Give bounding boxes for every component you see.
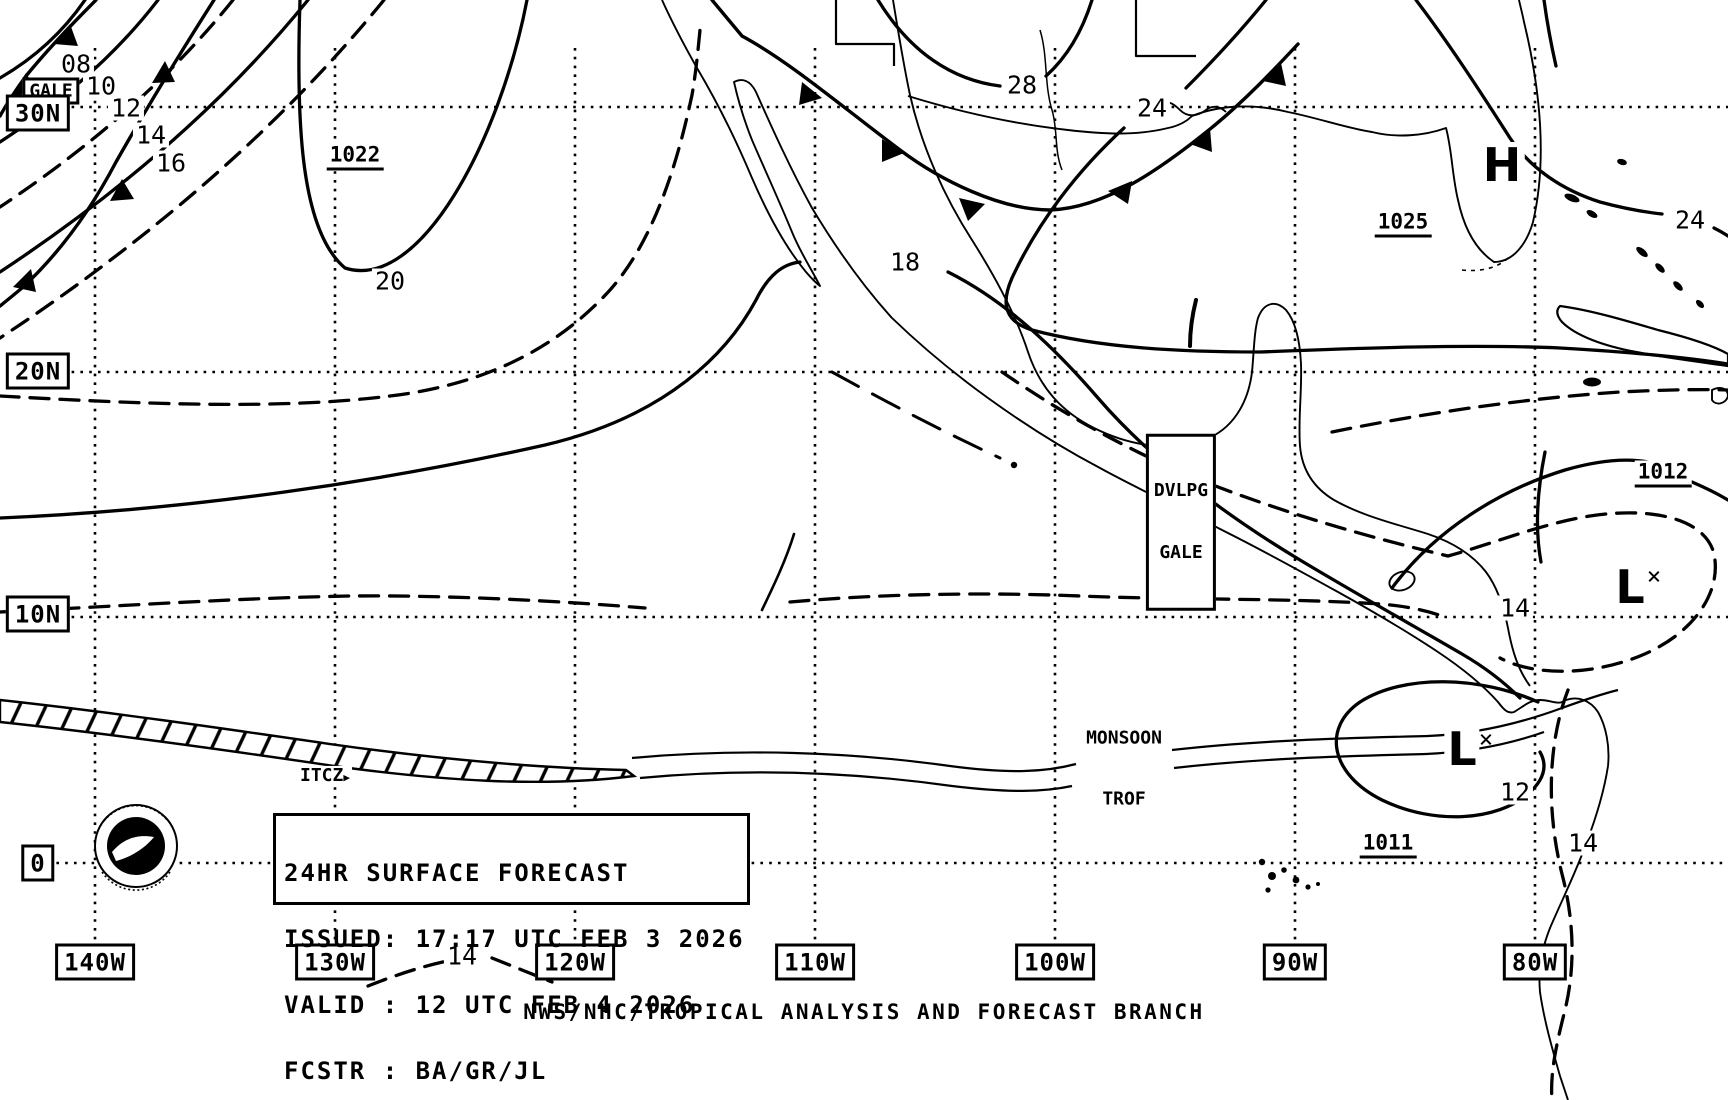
lon-label-130w: 130W — [295, 943, 375, 981]
lon-label-90w: 90W — [1262, 943, 1328, 981]
isobar-label-14-sam: 14 — [1564, 830, 1602, 856]
lon-label-140w: 140W — [55, 943, 135, 981]
dvlpg-gale-line1: DVLPG — [1153, 480, 1209, 502]
isobar-label-14-sw: 14 — [443, 943, 481, 969]
low-center-x-marker-caribbean: × — [1646, 562, 1662, 590]
isobar-label-16: 16 — [152, 150, 190, 176]
isobar-label-14-car: 14 — [1496, 595, 1534, 621]
itcz-text: ITCZ — [300, 764, 344, 786]
noaa-logo — [94, 804, 178, 891]
itcz-arrow-icon: ▶ — [343, 770, 350, 784]
monsoon-trof-label: MONSOON TROF — [1084, 688, 1164, 850]
lat-label-10n: 10N — [5, 595, 71, 633]
info-fcstr: FCSTR : BA/GR/JL — [284, 1057, 548, 1085]
isobar-label-12: 12 — [107, 95, 145, 121]
trough-end-dot — [1010, 461, 1018, 469]
low-center-x-marker-pacific: × — [1478, 725, 1494, 753]
isobar-label-24-gulf: 24 — [1133, 95, 1171, 121]
monsoon-line2: TROF — [1102, 788, 1146, 810]
lat-label-20n: 20N — [5, 352, 71, 390]
forecast-info-box: 24HR SURFACE FORECAST ISSUED: 17:17 UTC … — [273, 813, 750, 1083]
low-center-symbol-pacific: L — [1444, 726, 1480, 772]
isobar-label-28: 28 — [1003, 72, 1041, 98]
isobar-label-14-nw: 14 — [132, 122, 170, 148]
isobar-label-12-pac: 12 — [1496, 779, 1534, 805]
high-center-symbol: H — [1479, 142, 1525, 188]
itcz-label: ITCZ▶ — [298, 764, 352, 787]
lon-label-110w: 110W — [775, 943, 855, 981]
lon-label-80w: 80W — [1502, 943, 1568, 981]
dvlpg-gale-box: DVLPG GALE — [1145, 433, 1217, 611]
lat-label-0: 0 — [21, 844, 55, 882]
isobar-label-24-atl: 24 — [1671, 207, 1709, 233]
lon-label-100w: 100W — [1015, 943, 1095, 981]
lat-label-30n: 30N — [5, 94, 71, 132]
itcz-band — [0, 698, 638, 784]
islands — [1258, 158, 1705, 893]
info-valid: VALID : 12 UTC FEB 4 2026 — [284, 991, 696, 1019]
info-title: 24HR SURFACE FORECAST — [284, 859, 630, 887]
branch-title: NWS/NHC/TROPICAL ANALYSIS AND FORECAST B… — [523, 1000, 1205, 1024]
monsoon-line1: MONSOON — [1086, 727, 1162, 749]
isobar-label-20: 20 — [371, 268, 409, 294]
pressure-value-1011: 1011 — [1359, 831, 1417, 859]
pressure-value-1022: 1022 — [326, 143, 384, 171]
dvlpg-gale-line2: GALE — [1159, 542, 1203, 564]
low-center-symbol-caribbean: L — [1612, 564, 1648, 610]
lon-label-120w: 120W — [535, 943, 615, 981]
isobar-label-08: 08 — [57, 51, 95, 77]
pressure-value-1025: 1025 — [1374, 210, 1432, 238]
isobar-label-18: 18 — [886, 249, 924, 275]
pressure-value-1012: 1012 — [1634, 460, 1692, 488]
isobar-label-10: 10 — [82, 73, 120, 99]
isobars-solid — [0, 0, 1728, 819]
info-issued: ISSUED: 17:17 UTC FEB 3 2026 — [284, 925, 745, 953]
